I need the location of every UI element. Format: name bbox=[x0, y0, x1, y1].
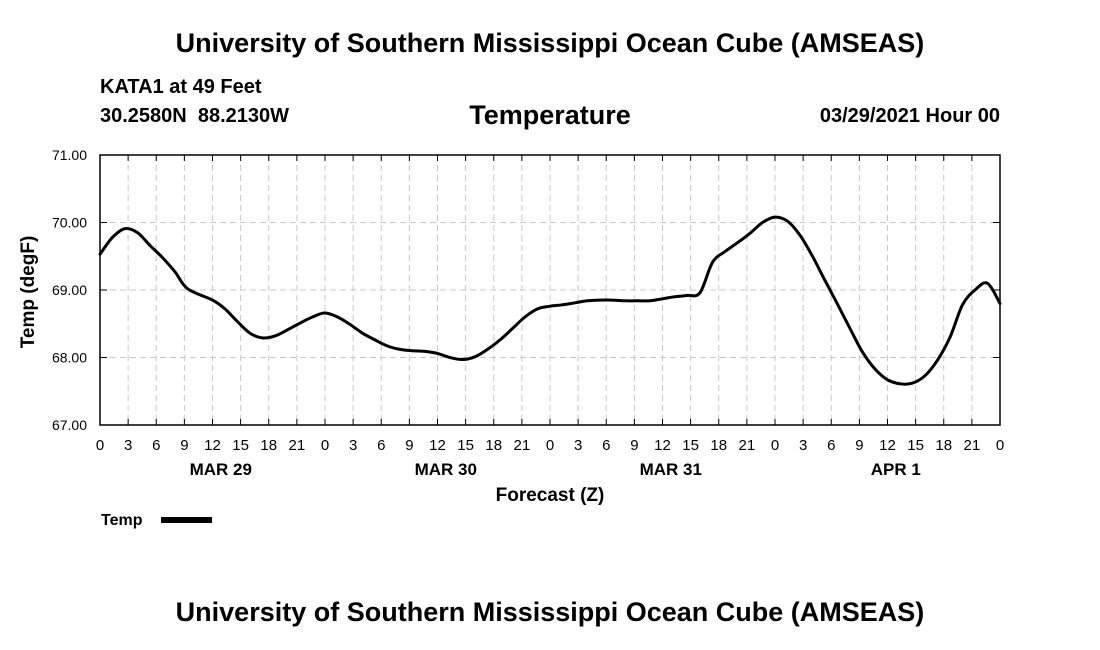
station-label: KATA1 at 49 Feet bbox=[100, 76, 262, 98]
x-tick-label: 15 bbox=[682, 437, 699, 454]
x-tick-label: 6 bbox=[602, 437, 610, 454]
chart-title: University of Southern Mississippi Ocean… bbox=[175, 28, 925, 58]
date-label: MAR 31 bbox=[640, 460, 702, 479]
x-tick-label: 15 bbox=[457, 437, 474, 454]
x-tick-label: 6 bbox=[827, 437, 835, 454]
x-tick-label: 21 bbox=[739, 437, 756, 454]
y-tick-label: 68.00 bbox=[52, 350, 87, 366]
variable-title: Temperature bbox=[469, 100, 631, 130]
x-tick-label: 3 bbox=[799, 437, 807, 454]
x-tick-label: 0 bbox=[321, 437, 329, 454]
x-tick-label: 21 bbox=[964, 437, 981, 454]
date-label: MAR 29 bbox=[190, 460, 252, 479]
x-tick-label: 0 bbox=[96, 437, 104, 454]
x-tick-label: 0 bbox=[771, 437, 779, 454]
x-tick-label: 3 bbox=[574, 437, 582, 454]
x-tick-label: 9 bbox=[630, 437, 638, 454]
grid-lines bbox=[100, 155, 1000, 425]
x-tick-label: 18 bbox=[710, 437, 727, 454]
x-tick-label: 18 bbox=[485, 437, 502, 454]
y-tick-label: 67.00 bbox=[52, 417, 87, 433]
forecast-datetime: 03/29/2021 Hour 00 bbox=[819, 105, 1000, 127]
x-tick-label: 21 bbox=[514, 437, 531, 454]
x-tick-label: 3 bbox=[124, 437, 132, 454]
x-tick-label: 6 bbox=[377, 437, 385, 454]
x-tick-label: 12 bbox=[204, 437, 221, 454]
date-label: APR 1 bbox=[871, 460, 921, 479]
x-tick-label: 3 bbox=[349, 437, 357, 454]
legend-label-temp: Temp bbox=[101, 512, 143, 529]
x-tick-label: 6 bbox=[152, 437, 160, 454]
x-tick-label: 9 bbox=[855, 437, 863, 454]
y-tick-label: 71.00 bbox=[52, 147, 87, 163]
x-axis-title: Forecast (Z) bbox=[496, 485, 605, 506]
y-tick-label: 70.00 bbox=[52, 215, 87, 231]
x-tick-label: 15 bbox=[232, 437, 249, 454]
x-tick-label: 9 bbox=[180, 437, 188, 454]
x-tick-label: 12 bbox=[654, 437, 671, 454]
x-tick-label: 15 bbox=[907, 437, 924, 454]
date-label: MAR 30 bbox=[415, 460, 477, 479]
x-tick-label: 12 bbox=[429, 437, 446, 454]
x-tick-label: 18 bbox=[260, 437, 277, 454]
x-tick-label: 0 bbox=[546, 437, 554, 454]
y-axis-title: Temp (degF) bbox=[18, 236, 39, 349]
x-tick-label: 12 bbox=[879, 437, 896, 454]
axis-ticks bbox=[99, 154, 1001, 426]
x-tick-label: 0 bbox=[996, 437, 1004, 454]
temp-series-line bbox=[98, 215, 1002, 386]
x-tick-label: 21 bbox=[289, 437, 306, 454]
axis-labels: 0 3 6 9 12 15 18 21 0 3 6 9 12 15 18 21 0 3 6 9 12 15 18 21 0 3 6 9… bbox=[52, 147, 1004, 479]
footer-title: University of Southern Mississippi Ocean… bbox=[175, 597, 925, 627]
x-tick-label: 9 bbox=[405, 437, 413, 454]
y-tick-label: 69.00 bbox=[52, 282, 87, 298]
legend: Temp bbox=[101, 512, 212, 529]
coordinates-label: 30.2580N 88.2130W bbox=[100, 105, 290, 127]
x-tick-label: 18 bbox=[935, 437, 952, 454]
